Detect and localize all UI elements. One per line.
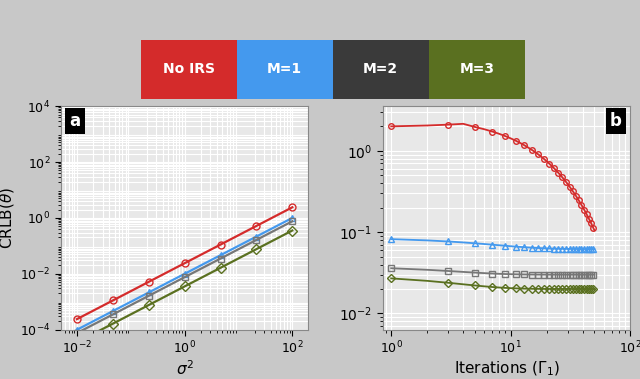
Text: No IRS: No IRS: [163, 62, 215, 76]
Bar: [429, 40, 525, 99]
Text: M=3: M=3: [460, 62, 494, 76]
Bar: [237, 40, 333, 99]
Text: a: a: [70, 112, 81, 130]
Text: M=1: M=1: [268, 62, 302, 76]
Text: b: b: [610, 112, 621, 130]
Text: M=2: M=2: [364, 62, 398, 76]
X-axis label: $\sigma^2$: $\sigma^2$: [175, 360, 194, 378]
Bar: [333, 40, 429, 99]
Bar: [141, 40, 237, 99]
X-axis label: Iterations ($\Gamma_1$): Iterations ($\Gamma_1$): [454, 360, 559, 378]
Y-axis label: CRLB($\theta$): CRLB($\theta$): [0, 187, 16, 249]
